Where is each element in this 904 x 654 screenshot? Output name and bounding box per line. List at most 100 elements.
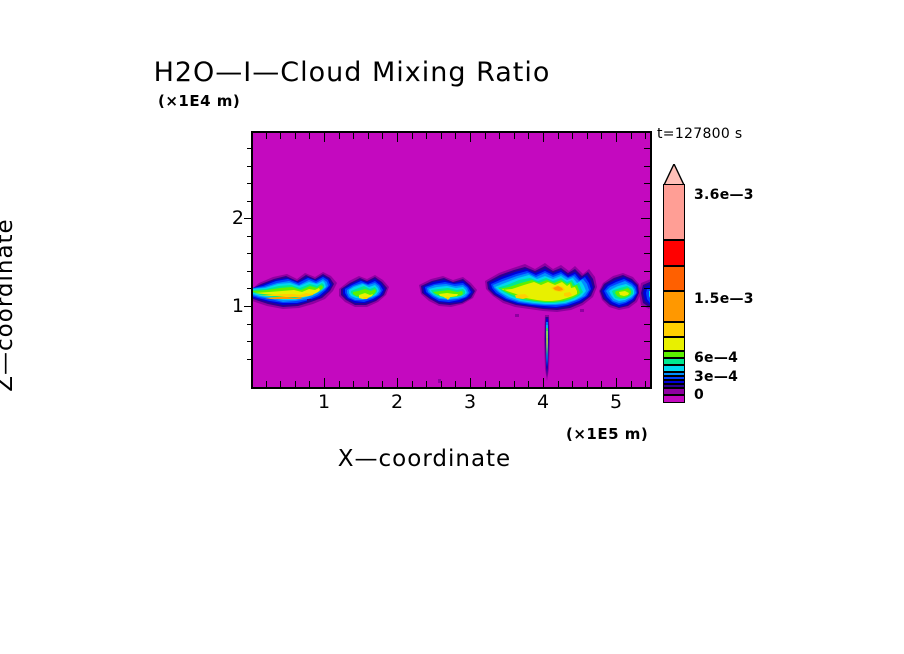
x-major-tick-top bbox=[324, 133, 325, 142]
x-minor-tick-top bbox=[601, 133, 602, 139]
colorbar-label-6e-4: 6e—4 bbox=[694, 350, 739, 366]
x-minor-tick bbox=[339, 381, 340, 387]
x-major-tick bbox=[543, 378, 544, 387]
contour-svg bbox=[253, 133, 650, 387]
y-tick-label: 2 bbox=[231, 207, 244, 229]
x-minor-tick-top bbox=[368, 133, 369, 139]
colorbar-band-3e-4 bbox=[663, 365, 685, 372]
x-major-tick-top bbox=[397, 133, 398, 142]
x-minor-tick bbox=[309, 381, 310, 387]
y-minor-tick bbox=[247, 166, 253, 167]
y-minor-tick-right bbox=[644, 341, 650, 342]
x-minor-tick-top bbox=[572, 133, 573, 139]
y-minor-tick bbox=[247, 201, 253, 202]
y-minor-tick bbox=[247, 324, 253, 325]
y-axis-title-text: Z—coordinate bbox=[0, 218, 18, 392]
x-minor-tick bbox=[499, 381, 500, 387]
x-minor-tick bbox=[455, 381, 456, 387]
colorbar-band-2.5e-4 bbox=[663, 372, 685, 376]
x-minor-tick-top bbox=[382, 133, 383, 139]
x-major-tick bbox=[470, 378, 471, 387]
colorbar-band-2.7e-3 bbox=[663, 240, 685, 266]
x-minor-tick-top bbox=[499, 133, 500, 139]
x-minor-tick bbox=[528, 381, 529, 387]
colorbar-band-6e-4 bbox=[663, 337, 685, 351]
colorbar-label-3e-4: 3e—4 bbox=[694, 369, 739, 385]
x-major-tick bbox=[324, 378, 325, 387]
y-minor-tick-right bbox=[644, 236, 650, 237]
x-minor-tick bbox=[645, 381, 646, 387]
colorbar-band-0 bbox=[663, 395, 685, 403]
colorbar-band-2e-4 bbox=[663, 376, 685, 380]
y-minor-tick-right bbox=[644, 166, 650, 167]
y-axis-unit-label: (×1E4 m) bbox=[158, 92, 241, 110]
y-minor-tick bbox=[247, 341, 253, 342]
minor-flecks bbox=[307, 299, 584, 383]
colorbar-band-4.2e-4 bbox=[663, 358, 685, 365]
x-minor-tick-top bbox=[441, 133, 442, 139]
x-minor-tick bbox=[353, 381, 354, 387]
colorbar-band-9e-4 bbox=[663, 322, 685, 337]
y-minor-tick-right bbox=[644, 183, 650, 184]
x-minor-tick-top bbox=[295, 133, 296, 139]
x-minor-tick bbox=[382, 381, 383, 387]
colorbar-label-max: 3.6e—3 bbox=[694, 187, 754, 203]
x-minor-tick-top bbox=[339, 133, 340, 139]
y-axis-title: Z—coordinate bbox=[0, 175, 18, 435]
x-minor-tick-top bbox=[528, 133, 529, 139]
x-tick-label: 5 bbox=[609, 391, 623, 413]
y-minor-tick bbox=[247, 359, 253, 360]
colorbar-label-1.5e-3: 1.5e—3 bbox=[694, 291, 754, 307]
x-axis-title: X—coordinate bbox=[0, 446, 904, 472]
x-minor-tick-top bbox=[309, 133, 310, 139]
y-minor-tick bbox=[247, 148, 253, 149]
x-minor-tick bbox=[441, 381, 442, 387]
x-minor-tick-top bbox=[587, 133, 588, 139]
cloud-cell-1 bbox=[253, 272, 337, 309]
y-major-tick bbox=[244, 306, 253, 307]
colorbar-label-zero: 0 bbox=[694, 387, 705, 403]
x-minor-tick-top bbox=[558, 133, 559, 139]
x-minor-tick bbox=[558, 381, 559, 387]
x-tick-label: 1 bbox=[317, 391, 331, 413]
x-minor-tick-top bbox=[645, 133, 646, 139]
x-tick-label: 2 bbox=[390, 391, 404, 413]
x-minor-tick bbox=[587, 381, 588, 387]
x-minor-tick bbox=[295, 381, 296, 387]
time-annotation: t=127800 s bbox=[657, 126, 743, 142]
colorbar-band-5.5e-4 bbox=[663, 351, 685, 358]
y-minor-tick bbox=[247, 253, 253, 254]
colorbar-band-2.1e-3 bbox=[663, 266, 685, 291]
colorbar-top-arrow bbox=[662, 162, 686, 186]
x-tick-label: 4 bbox=[536, 391, 550, 413]
x-minor-tick bbox=[631, 381, 632, 387]
cloud-cell-5 bbox=[599, 273, 641, 310]
cloud-cell-2 bbox=[339, 275, 389, 307]
x-minor-tick-top bbox=[412, 133, 413, 139]
colorbar-band-1.5e-3 bbox=[663, 291, 685, 322]
contour-field bbox=[253, 133, 650, 387]
y-minor-tick-right bbox=[644, 148, 650, 149]
y-minor-tick bbox=[247, 236, 253, 237]
x-minor-tick-top bbox=[455, 133, 456, 139]
colorbar-band-5e-5 bbox=[663, 388, 685, 395]
x-minor-tick-top bbox=[485, 133, 486, 139]
x-minor-tick bbox=[514, 381, 515, 387]
colorbar bbox=[663, 184, 685, 403]
x-minor-tick bbox=[368, 381, 369, 387]
x-axis-unit-label: (×1E5 m) bbox=[566, 425, 649, 443]
x-minor-tick bbox=[601, 381, 602, 387]
y-minor-tick bbox=[247, 271, 253, 272]
x-minor-tick-top bbox=[426, 133, 427, 139]
x-major-tick bbox=[616, 378, 617, 387]
y-minor-tick bbox=[247, 183, 253, 184]
x-minor-tick bbox=[485, 381, 486, 387]
x-tick-label: 3 bbox=[463, 391, 477, 413]
x-minor-tick-top bbox=[280, 133, 281, 139]
x-major-tick-top bbox=[470, 133, 471, 142]
cloud-cell-4 bbox=[485, 263, 597, 312]
x-minor-tick bbox=[412, 381, 413, 387]
y-minor-tick-right bbox=[644, 253, 650, 254]
cloud-cell-3 bbox=[419, 276, 477, 307]
